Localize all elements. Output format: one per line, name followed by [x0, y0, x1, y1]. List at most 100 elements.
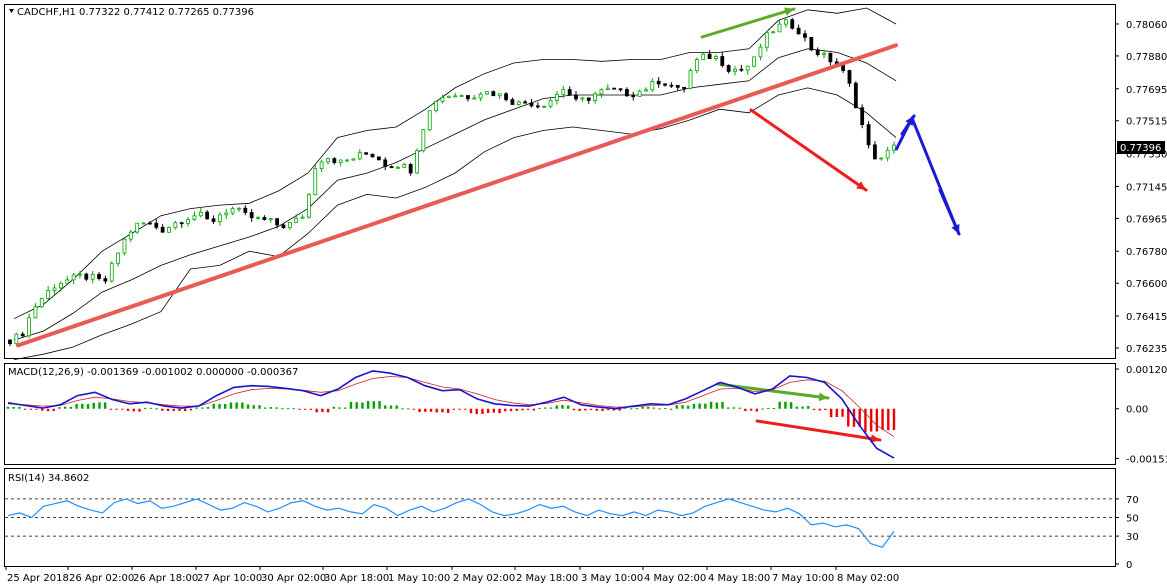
bollinger-lower-band [13, 87, 897, 360]
time-tick-label: 1 May 10:00 [388, 573, 450, 584]
candle-body [624, 89, 629, 97]
candle-body [370, 153, 375, 158]
macd-histogram-bar [429, 408, 433, 412]
macd-histogram-bar [864, 408, 867, 433]
rsi-tick-label: 70 [1126, 495, 1139, 506]
candle-body [707, 53, 712, 60]
macd-histogram-bar [475, 408, 478, 415]
macd-histogram-bar [218, 404, 221, 409]
time-tick-label: 27 Apr 10:00 [197, 573, 262, 584]
rsi-tick-label: 30 [1126, 532, 1139, 543]
macd-histogram-bar [618, 408, 621, 411]
candle-body [675, 84, 680, 88]
macd-histogram-bar [772, 408, 776, 410]
macd-histogram-bar [86, 404, 90, 409]
candle-body [14, 333, 19, 344]
macd-histogram-bar [629, 408, 633, 410]
candle-body [249, 212, 254, 219]
rsi-header: RSI(14) 34.8602 [8, 473, 89, 484]
candle-body [809, 36, 814, 51]
price-tick-label: 0.77880 [1126, 52, 1167, 63]
candle-body [39, 298, 44, 308]
candle-body [478, 93, 483, 99]
macd-histogram-bar [12, 407, 15, 409]
macd-histogram-bar [829, 408, 833, 418]
candle-body [90, 274, 95, 280]
candle-body [186, 219, 190, 224]
time-tick-label: 4 May 02:00 [644, 573, 706, 584]
candle-body [160, 226, 165, 233]
candle-body [20, 333, 25, 337]
macd-histogram-bar [143, 407, 147, 409]
green-divergence-arrow [700, 7, 796, 39]
price-tick-label: 0.77515 [1126, 117, 1167, 128]
rsi-tick-label: 0 [1126, 560, 1132, 571]
macd-tick-label: 0.00 [1126, 405, 1148, 416]
macd-histogram-bar [412, 408, 416, 410]
price-tick-label: 0.77145 [1126, 182, 1167, 193]
candle-body [752, 56, 756, 67]
macd-histogram-bar [195, 407, 198, 409]
candle-body [440, 97, 445, 102]
candle-body [663, 83, 667, 86]
macd-histogram-bar [452, 408, 456, 410]
candle-body [326, 158, 330, 163]
candle-body [396, 166, 400, 169]
candle-body [148, 222, 152, 225]
candle-body [116, 252, 121, 264]
macd-histogram-bar [624, 407, 627, 409]
candle-body [313, 168, 318, 196]
macd-histogram-bar [801, 406, 804, 409]
red-down-arrow-shaft [749, 108, 868, 192]
candle-body [701, 53, 706, 60]
price-tick-label: 0.76600 [1126, 279, 1167, 290]
candle-body [198, 211, 203, 217]
candle-body [78, 273, 82, 276]
candle-body [682, 86, 687, 89]
candle-body [885, 149, 890, 159]
macd-histogram-bar [69, 406, 73, 409]
time-tick-label: 7 May 10:00 [772, 573, 834, 584]
price-panel [4, 4, 1116, 359]
macd-histogram-bar [641, 406, 644, 409]
macd-histogram-bar [578, 408, 581, 411]
macd-histogram-bar [704, 403, 707, 409]
candle-body [307, 194, 311, 218]
candle-body [58, 282, 63, 289]
candle-body [465, 95, 470, 100]
candle-body [65, 279, 70, 284]
candle-body [179, 222, 184, 225]
candle-body [669, 84, 674, 87]
macd-histogram-bar [601, 408, 604, 411]
macd-histogram-bar [241, 402, 244, 409]
candle-body [109, 262, 114, 282]
candle-body [714, 56, 718, 60]
macd-histogram-bar [201, 407, 204, 409]
macd-histogram-bar [692, 403, 696, 409]
macd-histogram-bar [812, 408, 816, 411]
candle-body [256, 217, 260, 219]
macd-histogram-bar [824, 408, 827, 411]
macd-histogram-bar [738, 407, 741, 409]
time-tick-label: 25 Apr 2018 [7, 573, 69, 584]
macd-histogram-bar [23, 408, 27, 410]
candle-body [351, 158, 356, 161]
macd-histogram-bar [875, 408, 879, 432]
time-tick-label: 8 May 02:00 [837, 573, 899, 584]
candle-body [217, 214, 222, 222]
macd-histogram-bar [258, 405, 261, 409]
macd-histogram-bar [612, 408, 616, 411]
candle-body [84, 273, 89, 280]
bollinger-upper-band [13, 7, 897, 320]
candle-body [555, 93, 559, 101]
macd-histogram-bar [847, 408, 850, 427]
macd-histogram-bar [246, 404, 250, 409]
macd-red-arrow [755, 419, 882, 443]
candle-body [224, 212, 229, 216]
candle-body [777, 23, 782, 33]
candle-body [71, 274, 76, 281]
macd-histogram-bar [709, 401, 713, 409]
macd-histogram-bar [18, 406, 21, 409]
macd-histogram-bar [658, 408, 661, 410]
candle-body [453, 95, 458, 98]
